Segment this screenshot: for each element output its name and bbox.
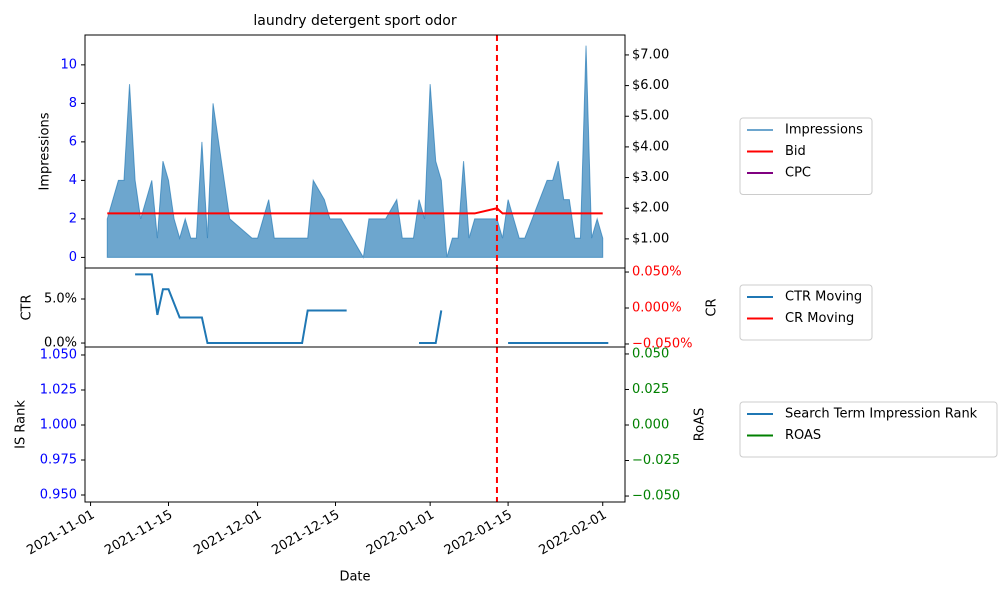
y2-tick-label: −0.050 [632,489,680,504]
y2-tick-label: $3.00 [632,170,669,185]
y-tick-label: 1.000 [40,417,77,432]
y-tick-label: 0.950 [40,487,77,502]
y2-tick-label: −0.025 [632,453,680,468]
y-axis-label: CTR [20,294,35,320]
y2-tick-label: $5.00 [632,109,669,124]
series-line [107,207,603,215]
y-tick-label: 0.975 [40,452,77,467]
y2-tick-label: 0.050 [632,346,669,361]
legend-box [739,284,873,341]
y2-tick-label: −0.050% [632,336,692,351]
legend-label: Bid [785,144,806,159]
y2-tick-label: 0.025 [632,382,669,397]
legend-label: CPC [785,166,811,181]
series-line [135,273,609,345]
y-tick-label: 0.0% [44,336,77,351]
legend-label: CR Moving [785,311,854,326]
y-tick-label: 0 [69,250,77,265]
y-axis-label: IS Rank [14,400,29,449]
x-tick-label: 2021-11-01 [24,508,97,559]
y2-tick-label: 0.000 [632,417,669,432]
x-tick-label: 2021-12-15 [269,508,342,559]
legend-label: ROAS [785,428,821,443]
y2-tick-label: $2.00 [632,201,669,216]
y-tick-label: 4 [69,173,77,188]
x-tick-label: 2022-01-15 [442,508,515,559]
y2-tick-label: $1.00 [632,231,669,246]
y-tick-label: 8 [69,96,77,111]
y-tick-label: 1.025 [40,382,77,397]
legend-label: Search Term Impression Rank [785,407,978,422]
legend-box [739,401,998,458]
legend-label: CTR Moving [785,290,862,305]
y-tick-label: 5.0% [44,292,77,307]
x-axis-label: Date [339,570,370,585]
y2-tick-label: $4.00 [632,139,669,154]
legend-box [739,117,873,195]
y-tick-label: 2 [69,211,77,226]
y-axis-label: Impressions [38,112,53,190]
x-tick-label: 2022-01-01 [364,508,437,559]
y2-tick-label: 0.050% [632,265,682,280]
y-tick-label: 6 [69,134,77,149]
y2-tick-label: $6.00 [632,78,669,93]
y-tick-label: 10 [60,57,77,72]
series-area [106,45,604,259]
y2-axis-label: CR [705,298,720,316]
plot-frame [84,346,626,503]
y2-axis-label: RoAS [693,408,708,442]
legend-label: Impressions [785,123,863,138]
x-tick-label: 2021-12-01 [191,508,264,559]
chart-title: laundry detergent sport odor [253,13,456,29]
y2-tick-label: 0.000% [632,301,682,316]
y-tick-label: 1.050 [40,347,77,362]
y2-tick-label: $7.00 [632,47,669,62]
x-tick-label: 2022-02-01 [537,508,610,559]
plot-frame [84,267,626,348]
x-tick-label: 2021-11-15 [102,508,175,559]
